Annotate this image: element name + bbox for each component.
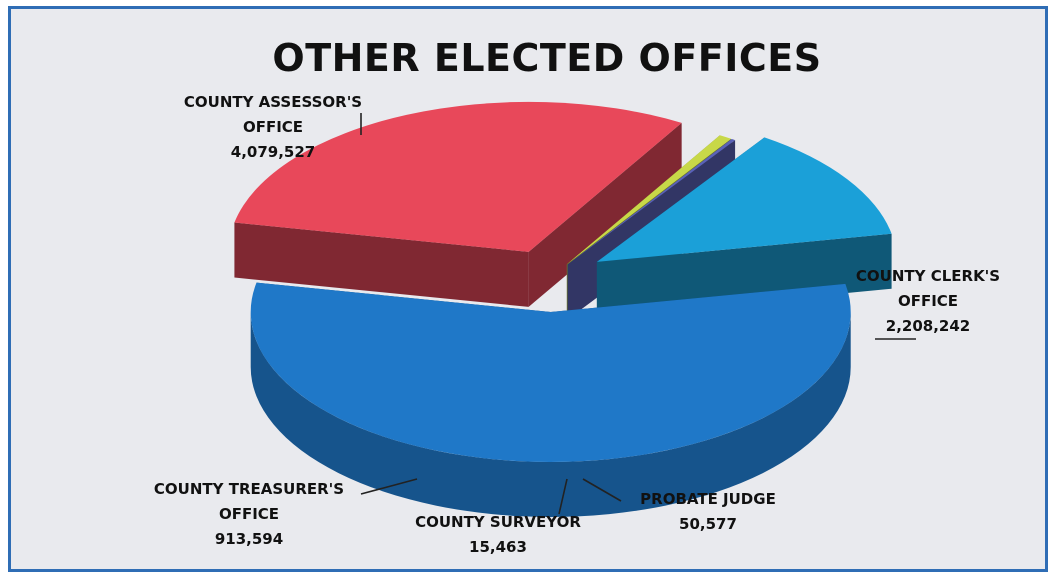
leader-lines <box>360 113 916 515</box>
slice-top <box>234 101 682 252</box>
slice-wall <box>596 233 892 317</box>
slice-value: 4,079,527 <box>231 143 315 161</box>
slice-label: COUNTY TREASURER'S OFFICE 913,594 <box>154 480 344 548</box>
slice-label: COUNTY ASSESSOR'S OFFICE 4,079,527 <box>184 93 362 161</box>
pie-slice-5 <box>596 137 892 317</box>
slice-name: OFFICE <box>898 292 958 310</box>
slice-name: PROBATE JUDGE <box>640 490 776 508</box>
slice-top <box>250 282 851 462</box>
pie-slice-2 <box>234 101 682 307</box>
slice-value: 50,577 <box>679 515 737 533</box>
slice-top <box>596 137 892 262</box>
slice-wall <box>234 222 529 307</box>
chart-frame: OTHER ELECTED OFFICES COUNTY ASSESSOR'S O… <box>8 6 1048 572</box>
slice-value: 913,594 <box>215 530 283 548</box>
slice-name: COUNTY CLERK'S <box>856 267 1000 285</box>
slice-labels: COUNTY ASSESSOR'S OFFICE 4,079,527 COUNTY C… <box>154 93 1000 556</box>
slice-label: COUNTY SURVEYOR 15,463 <box>415 513 581 556</box>
slice-name: OFFICE <box>219 505 279 523</box>
pie-slice-1 <box>250 282 851 517</box>
leader-line <box>582 478 622 502</box>
leader-line <box>360 478 418 495</box>
slice-value: 15,463 <box>469 538 527 556</box>
slice-wall <box>528 122 682 307</box>
slice-top <box>567 138 736 265</box>
pie-slices <box>234 101 892 517</box>
slice-label: COUNTY CLERK'S OFFICE 2,208,242 <box>856 267 1000 335</box>
slice-top <box>566 135 732 265</box>
pie-chart: OTHER ELECTED OFFICES COUNTY ASSESSOR'S O… <box>154 36 1000 556</box>
slice-side <box>250 311 851 517</box>
slice-name: COUNTY TREASURER'S <box>154 480 344 498</box>
slice-name: COUNTY ASSESSOR'S <box>184 93 362 111</box>
slice-name: OFFICE <box>243 118 303 136</box>
chart-title: OTHER ELECTED OFFICES <box>272 36 821 80</box>
slice-value: 2,208,242 <box>886 317 970 335</box>
leader-line <box>558 478 568 515</box>
slice-label: PROBATE JUDGE 50,577 <box>640 490 776 533</box>
slice-name: COUNTY SURVEYOR <box>415 513 581 531</box>
